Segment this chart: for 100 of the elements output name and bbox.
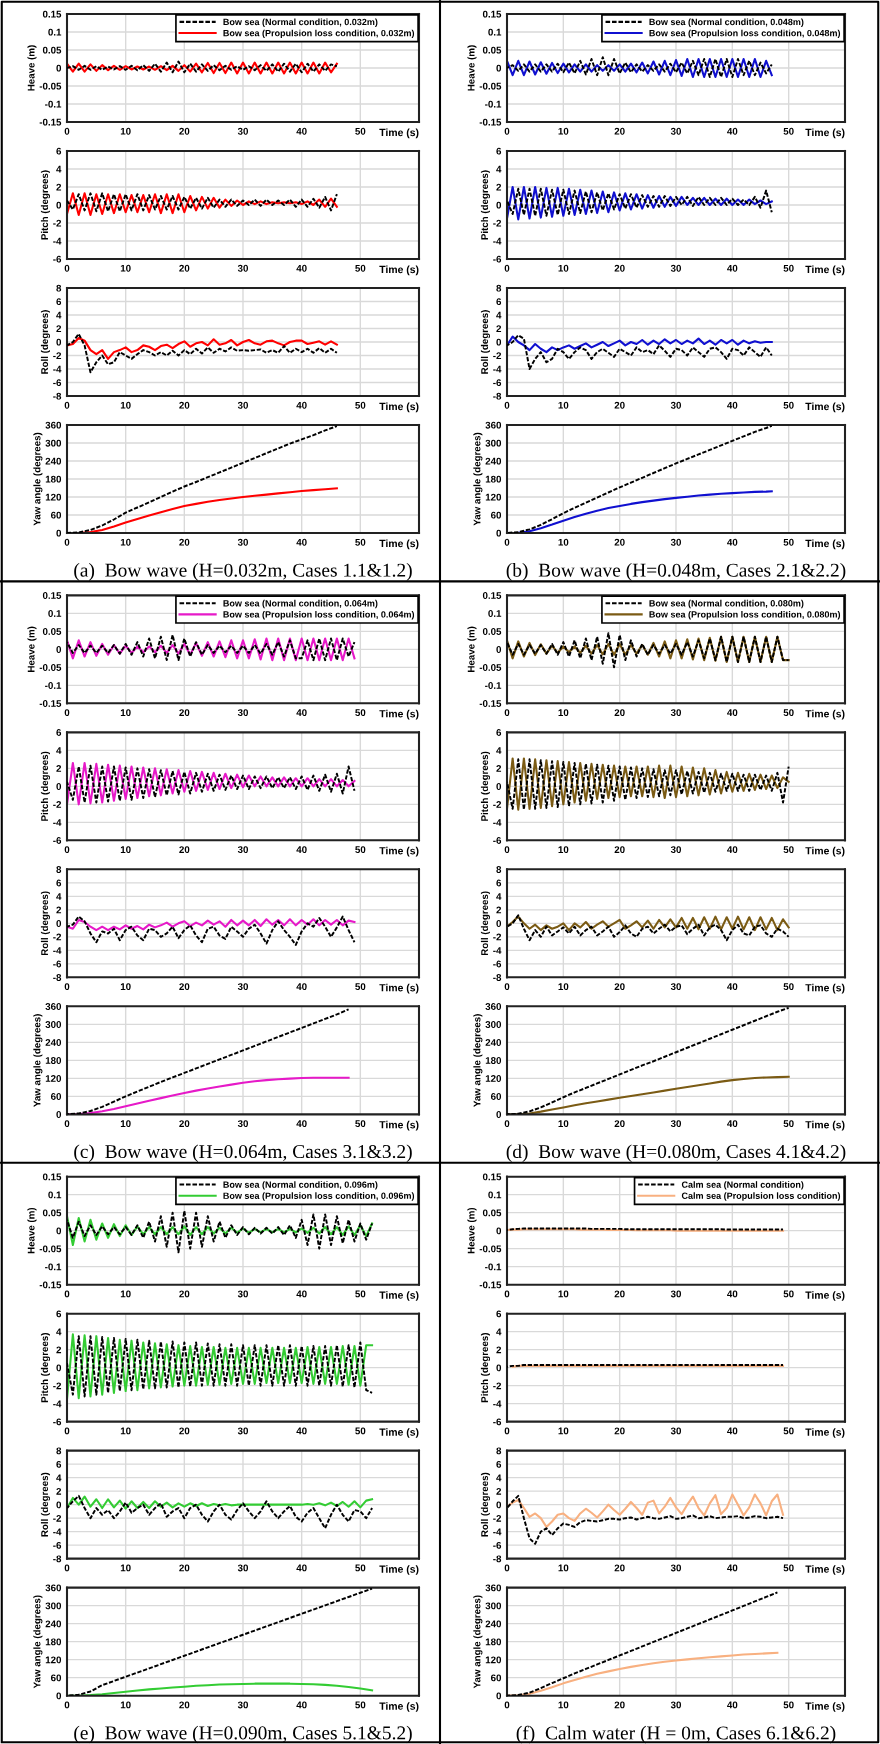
y-tick-label: 0: [496, 1364, 502, 1372]
x-tick-label: 20: [614, 264, 625, 272]
y-tick-label: -0.1: [45, 682, 62, 689]
x-tick-label: 30: [670, 1120, 682, 1128]
x-tick-label: 20: [614, 1701, 625, 1709]
x-tick-label: 50: [355, 709, 366, 717]
y-tick-label: -0.05: [39, 664, 62, 671]
x-tick-label: 10: [558, 264, 569, 272]
x-tick-label: 50: [783, 1427, 794, 1435]
y-tick-label: -8: [53, 974, 62, 981]
y-tick-label: 0: [496, 64, 502, 72]
x-tick-label: 30: [237, 538, 249, 546]
x-tick-label: 20: [614, 983, 625, 991]
y-tick-label: 2: [496, 906, 502, 914]
y-tick-label: 6: [496, 298, 502, 306]
x-tick-label: 30: [237, 709, 249, 717]
x-axis-title: Time (s): [379, 846, 419, 857]
x-tick-label: 30: [237, 264, 249, 272]
x-tick-label: 20: [614, 401, 625, 409]
y-tick-label: 8: [496, 284, 502, 292]
x-tick-label: 30: [670, 401, 682, 409]
y-tick-label: 300: [485, 1602, 502, 1610]
y-tick-label: -0.05: [39, 82, 62, 90]
line-series: [67, 1494, 374, 1530]
line-series: [507, 334, 773, 370]
x-tick-label: 40: [727, 1427, 738, 1435]
y-tick-label: 8: [56, 284, 62, 292]
y-tick-label: 360: [45, 1003, 62, 1010]
y-tick-label: 2: [56, 183, 62, 191]
x-tick-label: 0: [504, 709, 510, 717]
x-tick-label: 50: [355, 1564, 366, 1572]
legend-label: Calm sea (Normal condition): [681, 1181, 804, 1190]
y-tick-label: 180: [45, 1057, 62, 1064]
line-series: [507, 425, 773, 533]
x-axis-title: Time (s): [379, 1120, 419, 1131]
x-tick-label: 30: [237, 1120, 249, 1128]
y-tick-label: 0: [496, 529, 502, 537]
x-axis-title: Time (s): [379, 1291, 419, 1301]
x-tick-label: 40: [727, 264, 738, 272]
y-tick-label: -4: [493, 947, 502, 954]
y-tick-label: 0.05: [482, 1209, 502, 1217]
y-tick-label: -4: [53, 819, 62, 826]
x-tick-label: 30: [237, 401, 249, 409]
y-axis-title: Yaw angle (degrees): [473, 1595, 483, 1689]
y-tick-label: -0.1: [45, 1263, 62, 1271]
x-tick-label: 20: [614, 1120, 625, 1128]
y-tick-label: -6: [53, 255, 62, 263]
x-tick-label: 20: [179, 846, 190, 854]
x-tick-label: 10: [120, 1701, 131, 1709]
x-tick-label: 10: [120, 538, 131, 546]
x-tick-label: 0: [504, 1290, 510, 1298]
line-series: [507, 1006, 790, 1115]
x-tick-label: 40: [296, 1290, 307, 1298]
y-tick-label: 6: [496, 1310, 502, 1318]
y-tick-label: 0.1: [488, 28, 502, 36]
x-tick-label: 40: [296, 709, 307, 717]
y-tick-label: 180: [485, 1057, 502, 1064]
line-series: [507, 915, 790, 932]
y-axis-title: Roll (degrees): [480, 1472, 491, 1537]
y-axis-title: Yaw angle (degrees): [473, 1014, 483, 1107]
y-tick-label: 0: [496, 783, 502, 790]
y-tick-label: 0.05: [42, 628, 62, 635]
x-tick-label: 20: [614, 127, 625, 135]
y-tick-label: 4: [56, 1328, 62, 1336]
y-tick-label: -8: [53, 1555, 62, 1563]
y-tick-label: 6: [56, 1310, 62, 1318]
x-tick-label: 20: [179, 1427, 190, 1435]
y-tick-label: 0: [496, 201, 502, 209]
y-tick-label: -8: [53, 392, 62, 400]
y-tick-label: 180: [45, 1638, 62, 1646]
y-tick-label: 8: [56, 1447, 62, 1455]
x-tick-label: 10: [120, 983, 131, 991]
x-tick-label: 40: [296, 401, 307, 409]
y-tick-label: 60: [490, 1093, 502, 1100]
y-tick-label: 0.1: [488, 1191, 502, 1199]
y-tick-label: 60: [490, 1674, 502, 1682]
x-tick-label: 0: [504, 1701, 510, 1709]
y-tick-label: -2: [53, 352, 62, 360]
y-axis-title: Roll (degrees): [480, 310, 491, 374]
legend-label: Bow sea (Normal condition, 0.048m): [649, 18, 804, 27]
y-tick-label: 0: [496, 646, 502, 653]
y-tick-label: 300: [485, 1021, 502, 1028]
x-axis-title: Time (s): [379, 1702, 419, 1712]
y-axis-title: Heave (m): [27, 626, 37, 672]
x-tick-label: 50: [355, 1120, 366, 1128]
y-tick-label: 0: [56, 529, 62, 537]
y-tick-label: -2: [493, 801, 502, 808]
x-tick-label: 40: [296, 127, 307, 135]
y-tick-label: 6: [496, 1460, 502, 1468]
y-tick-label: -6: [493, 837, 502, 844]
x-axis-title: Time (s): [379, 709, 419, 720]
y-tick-label: 4: [496, 1474, 502, 1482]
x-axis-title: Time (s): [805, 1702, 845, 1712]
x-tick-label: 30: [237, 1427, 249, 1435]
x-tick-label: 30: [670, 846, 682, 854]
x-tick-label: 0: [64, 264, 70, 272]
line-series: [67, 336, 338, 360]
y-tick-label: 300: [45, 439, 62, 447]
y-tick-label: 4: [496, 1328, 502, 1336]
y-tick-label: -4: [53, 1528, 62, 1536]
